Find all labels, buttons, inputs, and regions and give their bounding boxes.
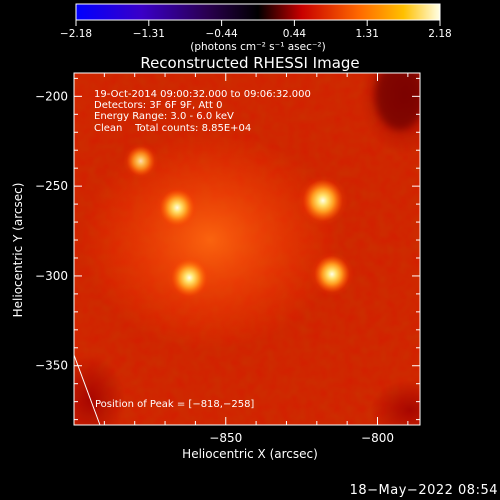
colorbar-ticks: −2.18 −1.31 −0.44 0.44 1.31 2.18 <box>60 20 452 40</box>
image-area <box>74 73 420 425</box>
chart-title: Reconstructed RHESSI Image <box>140 54 359 72</box>
source-blob <box>126 146 155 176</box>
source-blob <box>171 259 208 297</box>
annotation-detectors: Detectors: 3F 6F 9F, Att 0 <box>94 100 222 111</box>
annotation-energy-range: Energy Range: 3.0 - 6.0 keV <box>94 111 234 122</box>
source-blobs <box>123 143 354 300</box>
date-stamp: 18−May−2022 08:54 <box>349 483 498 498</box>
source-blob <box>302 179 343 222</box>
y-axis-ticks: −200 −250 −300 −350 <box>35 77 420 421</box>
y-axis-label: Heliocentric Y (arcsec) <box>11 183 25 318</box>
x-tick-label: −850 <box>209 431 242 445</box>
y-tick-label: −350 <box>35 359 68 373</box>
annotation-peak-position: Position of Peak = [−818,−258] <box>95 399 254 410</box>
annotation-time-range: 19-Oct-2014 09:00:32.000 to 09:06:32.000 <box>94 89 311 100</box>
colorbar-tick-label: 1.31 <box>356 28 379 40</box>
x-axis-label: Heliocentric X (arcsec) <box>182 447 318 461</box>
colorbar <box>75 3 441 21</box>
colorbar-tick-label: 2.18 <box>428 28 451 40</box>
y-tick-label: −300 <box>35 269 68 283</box>
plot-frame <box>73 72 421 426</box>
annotation-total-counts: Clean Total counts: 8.85E+04 <box>94 123 251 134</box>
colorbar-tick-label: −0.44 <box>206 28 238 40</box>
x-axis-ticks: −850−800−750 <box>103 73 409 445</box>
colorbar-tick-label: −1.31 <box>133 28 165 40</box>
peak-pointer-line <box>73 354 101 426</box>
colorbar-tick-label: 0.44 <box>283 28 307 40</box>
source-blob <box>159 189 195 226</box>
colorbar-units: (photons cm⁻² s⁻¹ asec⁻²) <box>190 41 325 53</box>
colorbar-tick-label: −2.18 <box>60 28 92 40</box>
source-blob <box>314 255 350 293</box>
y-tick-label: −200 <box>35 89 68 103</box>
x-tick-label: −800 <box>361 431 394 445</box>
y-tick-label: −250 <box>35 179 68 193</box>
